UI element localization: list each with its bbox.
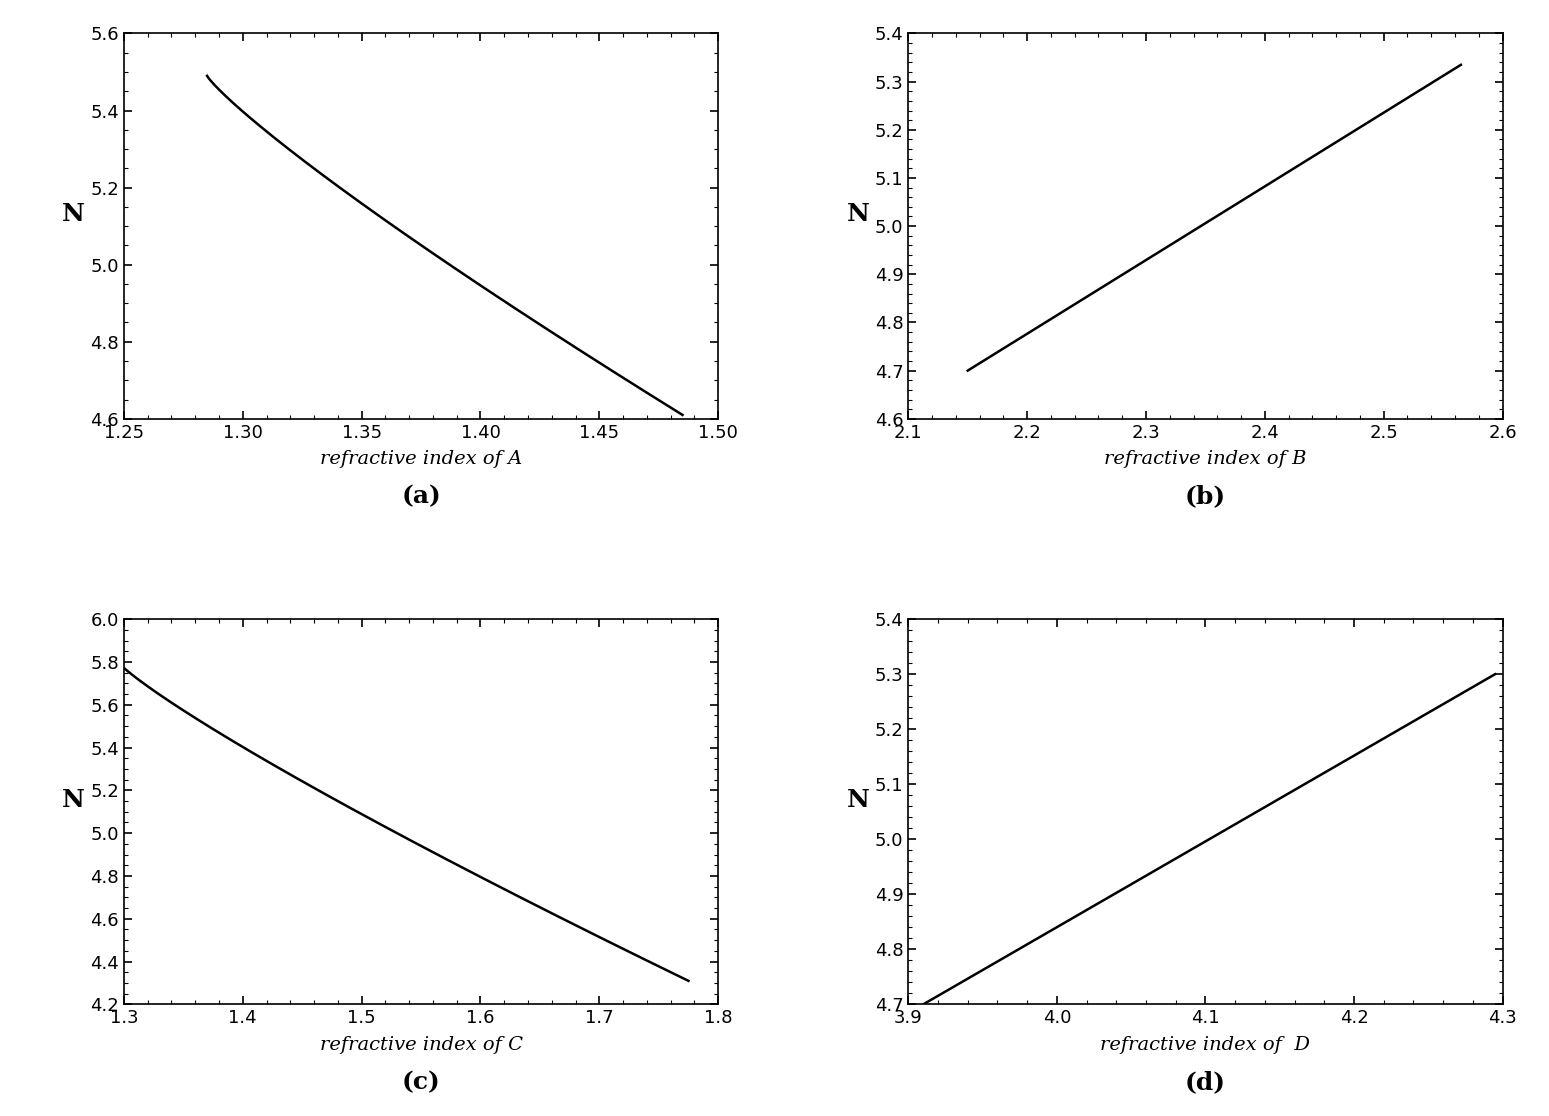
Y-axis label: N: N xyxy=(62,788,85,811)
Text: (b): (b) xyxy=(1185,484,1225,508)
Text: (a): (a) xyxy=(401,484,441,508)
Y-axis label: N: N xyxy=(847,202,869,227)
X-axis label: refractive index of A: refractive index of A xyxy=(321,450,522,468)
X-axis label: refractive index of C: refractive index of C xyxy=(319,1036,522,1054)
Y-axis label: N: N xyxy=(847,788,869,811)
X-axis label: refractive index of B: refractive index of B xyxy=(1104,450,1307,468)
X-axis label: refractive index of  D: refractive index of D xyxy=(1100,1036,1310,1054)
Text: (c): (c) xyxy=(401,1070,440,1094)
Y-axis label: N: N xyxy=(62,202,85,227)
Text: (d): (d) xyxy=(1185,1070,1225,1094)
